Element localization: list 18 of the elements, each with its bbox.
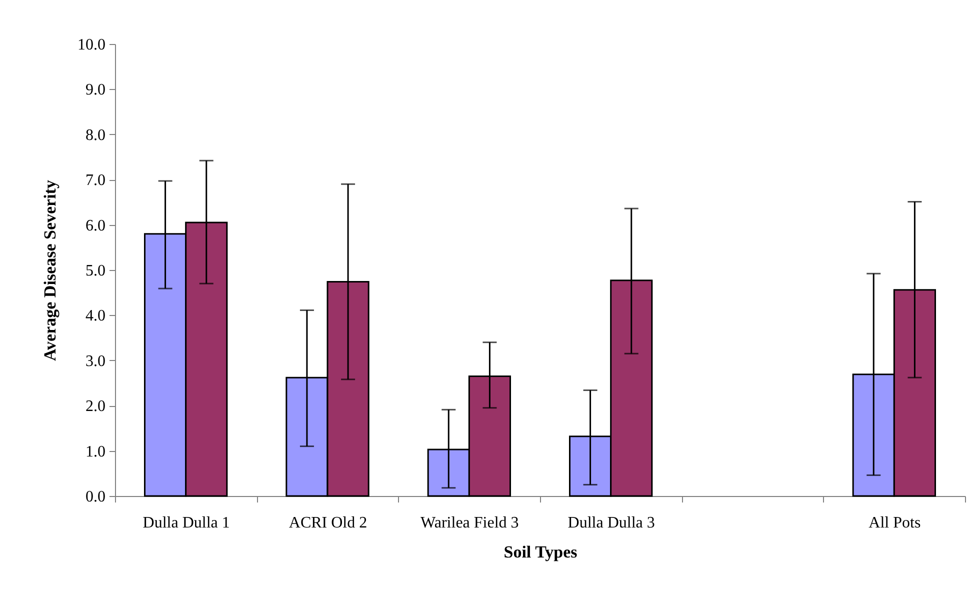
y-axis-title: Average Disease Severity: [40, 180, 60, 361]
y-tick-label: 2.0: [86, 398, 106, 416]
x-tick-label: Warilea Field 3: [420, 514, 519, 532]
x-tick-label: Dulla Dulla 1: [142, 514, 230, 532]
y-tick-label: 1.0: [86, 443, 106, 460]
y-tick-label: 10.0: [78, 36, 106, 54]
x-tick-label: Dulla Dulla 3: [568, 514, 655, 532]
y-tick-label: 5.0: [86, 262, 106, 280]
y-tick-label: 6.0: [86, 217, 106, 234]
y-tick-label: 0.0: [86, 488, 106, 506]
y-tick-label: 9.0: [86, 82, 106, 99]
y-tick-label: 4.0: [86, 308, 106, 325]
x-axis-title: Soil Types: [504, 542, 578, 562]
y-tick-label: 7.0: [86, 172, 106, 190]
y-tick-label: 8.0: [86, 126, 106, 144]
y-tick-label: 3.0: [86, 352, 106, 370]
x-tick-label: ACRI Old 2: [288, 514, 368, 532]
x-tick-label: All Pots: [868, 514, 921, 532]
